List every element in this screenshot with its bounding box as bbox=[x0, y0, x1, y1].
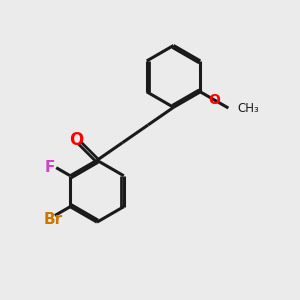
Text: O: O bbox=[208, 93, 220, 107]
Text: F: F bbox=[45, 160, 56, 175]
Text: CH₃: CH₃ bbox=[237, 101, 259, 115]
Text: Br: Br bbox=[44, 212, 63, 227]
Text: O: O bbox=[69, 131, 83, 149]
